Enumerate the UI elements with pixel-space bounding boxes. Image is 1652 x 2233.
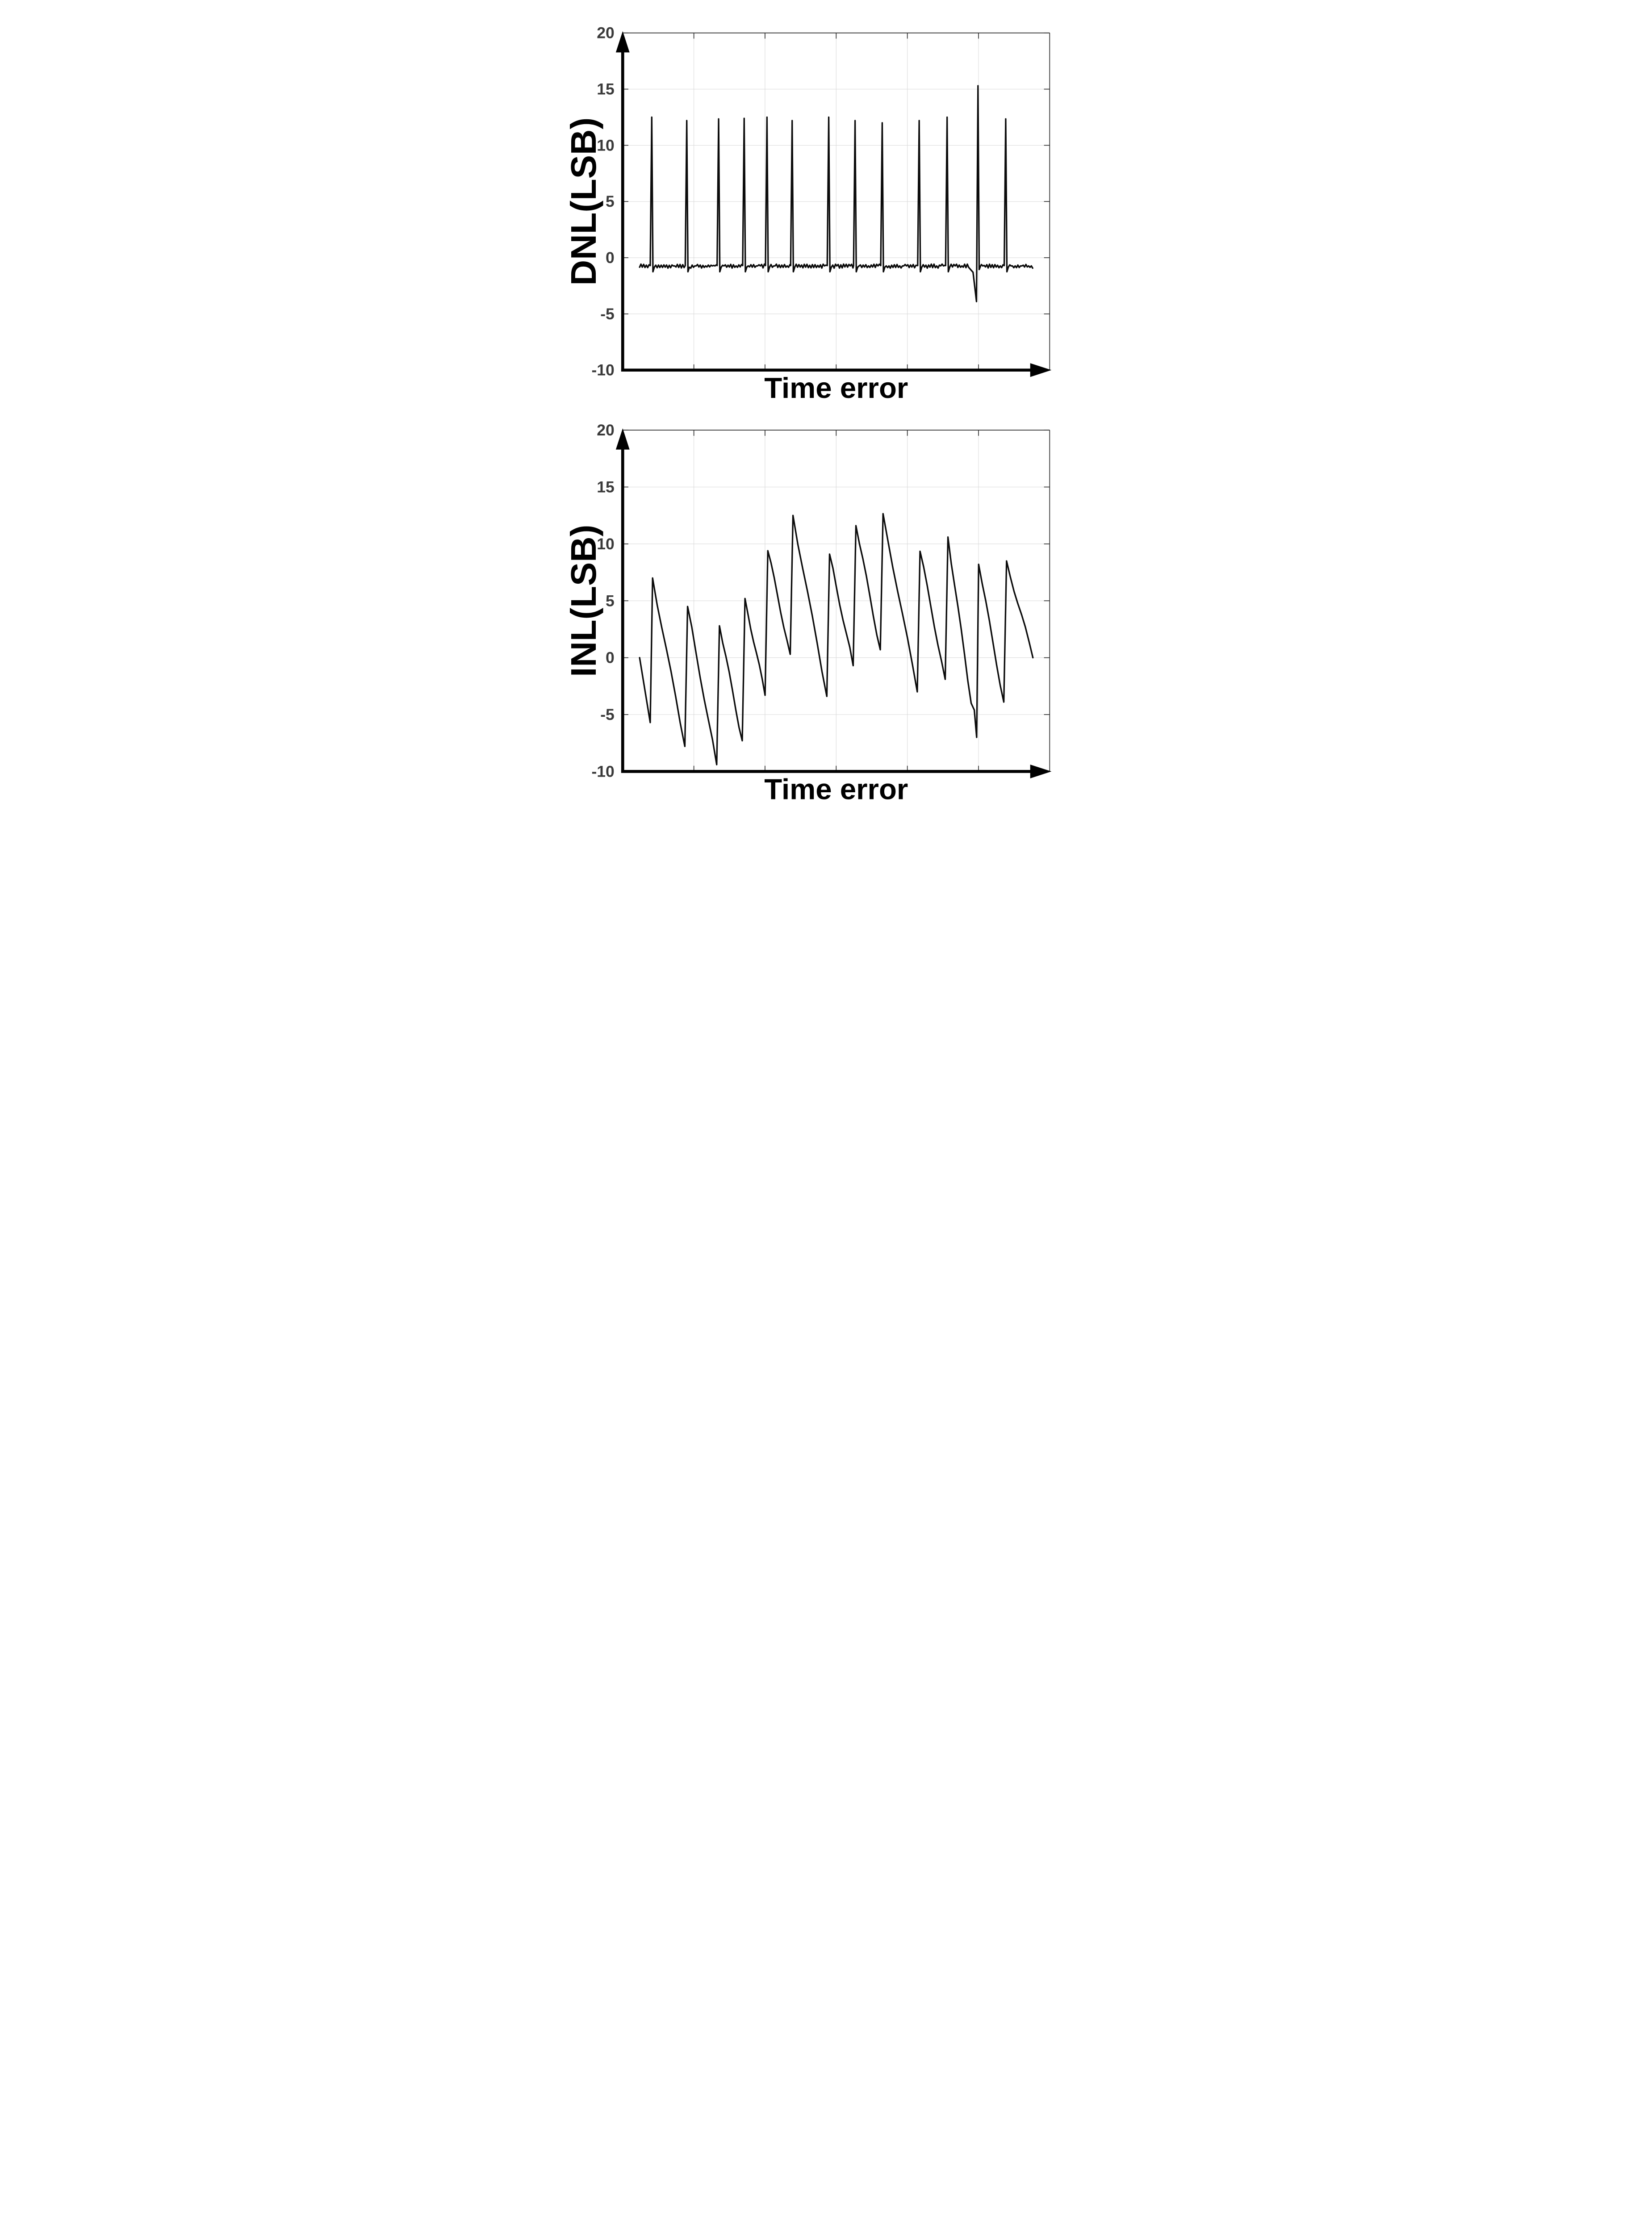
y-tick-label: 10 bbox=[597, 136, 615, 154]
y-tick-label: 10 bbox=[597, 535, 615, 553]
y-axis-arrowhead-icon bbox=[615, 31, 630, 53]
x-axis-title: Time error bbox=[764, 372, 908, 404]
x-axis-arrowhead-icon bbox=[1030, 764, 1051, 778]
figure: -10 -5 0 5 10 15 20 DNL(LSB) Time error -10 -5 0 5 1… bbox=[549, 0, 1103, 815]
y-tick-label: 5 bbox=[606, 192, 615, 210]
y-tick-label: 0 bbox=[606, 649, 615, 667]
dnl-chart: -10 -5 0 5 10 15 20 DNL(LSB) Time error bbox=[563, 24, 1051, 404]
y-tick-label: -5 bbox=[600, 305, 615, 323]
y-tick-label: -10 bbox=[591, 762, 614, 780]
y-tick-label: 0 bbox=[606, 249, 615, 267]
x-axis-title: Time error bbox=[764, 773, 908, 805]
x-axis-arrowhead-icon bbox=[1030, 363, 1051, 377]
y-tick-label: 15 bbox=[597, 80, 615, 98]
inl-chart: -10 -5 0 5 10 15 20 INL(LSB) Time error bbox=[563, 421, 1051, 805]
y-axis-title: DNL(LSB) bbox=[563, 117, 603, 286]
y-axis-arrowhead-icon bbox=[615, 428, 630, 450]
y-tick-label: -5 bbox=[600, 706, 615, 723]
y-tick-label: 20 bbox=[597, 24, 615, 42]
dnl-inl-figure: -10 -5 0 5 10 15 20 DNL(LSB) Time error -10 -5 0 5 1… bbox=[549, 0, 1103, 815]
dnl-data-line bbox=[638, 85, 1033, 302]
inl-data-line bbox=[638, 513, 1033, 765]
y-tick-label: 5 bbox=[606, 592, 615, 610]
y-tick-label: 20 bbox=[597, 421, 615, 439]
y-axis-title: INL(LSB) bbox=[563, 525, 603, 677]
y-tick-label: -10 bbox=[591, 361, 614, 379]
y-tick-label: 15 bbox=[597, 478, 615, 496]
